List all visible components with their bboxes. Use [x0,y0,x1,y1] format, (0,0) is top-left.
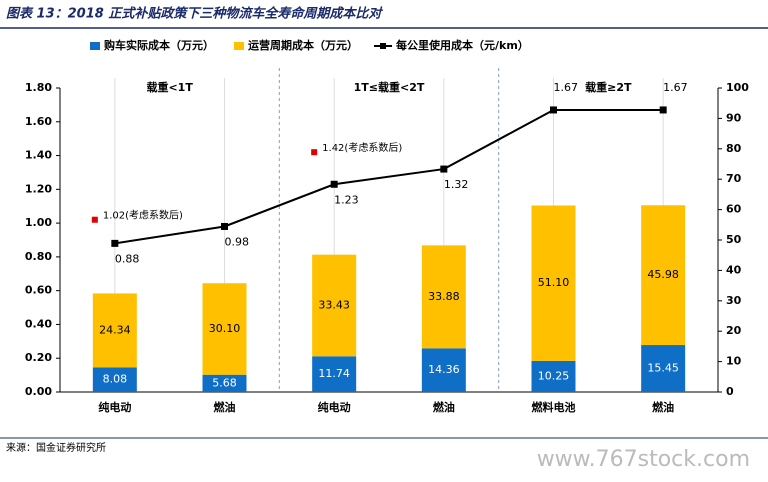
bar-value-label: 24.34 [99,323,131,336]
line-marker [330,180,338,188]
y-tick-label: 1.80 [25,81,52,94]
y2-tick-label: 70 [726,172,742,185]
group-label: 载重≥2T [585,80,632,94]
y2-tick-label: 30 [726,294,742,307]
y2-tick-label: 0 [726,385,734,398]
x-tick-label: 燃油 [213,400,236,414]
y-tick-label: 1.00 [25,216,52,229]
x-tick-label: 燃油 [651,400,674,414]
bar [312,254,357,357]
legend-label: 每公里使用成本（元/km） [396,38,529,52]
bar-value-label: 33.43 [318,298,350,311]
y2-tick-label: 50 [726,233,742,246]
line-value-label: 1.32 [444,178,469,191]
line-marker [550,106,557,114]
y2-tick-label: 100 [726,81,749,94]
watermark: www.767stock.com [537,447,750,472]
legend-swatch [234,42,244,50]
y2-tick-label: 10 [726,355,742,368]
y-tick-label: 1.40 [25,149,52,162]
x-tick-label: 燃料电池 [531,400,576,414]
bar [421,348,466,392]
bar-value-label: 8.08 [103,373,128,386]
y-tick-label: 0.40 [25,317,52,330]
y-tick-label: 1.20 [25,182,52,195]
bar-value-label: 51.10 [538,276,570,289]
y-tick-label: 0.60 [25,284,52,297]
legend-label: 运营周期成本（万元） [248,38,358,52]
y2-tick-label: 80 [726,142,742,155]
y-tick-label: 1.60 [25,115,52,128]
y-tick-label: 0.20 [25,351,52,364]
bar [531,360,576,392]
bar-value-label: 10.25 [538,369,570,382]
bar [421,245,466,349]
line-marker [659,106,667,114]
y2-tick-label: 90 [726,111,742,124]
line-marker [440,165,448,173]
bar [92,367,137,392]
y-tick-label: 0.00 [25,385,52,398]
adjusted-label: 1.02(考虑系数后) [103,209,183,222]
adjusted-marker [91,216,98,223]
bar-value-label: 45.98 [647,268,679,281]
bar-value-label: 14.36 [428,363,460,376]
adjusted-marker [311,149,318,156]
bar-value-label: 33.88 [428,290,460,303]
line-value-label: 0.98 [225,235,250,248]
bar-value-label: 5.68 [212,376,237,389]
y2-tick-label: 60 [726,203,742,216]
bar [531,205,576,361]
line-marker [221,222,228,230]
bar-value-label: 30.10 [209,322,241,335]
adjusted-label: 1.42(考虑系数后) [322,141,402,154]
source: 来源：国金证券研究所 [6,441,106,454]
bar [641,205,686,346]
legend-label: 购车实际成本（万元） [104,38,214,52]
x-tick-label: 纯电动 [318,400,351,414]
legend-marker [380,43,386,49]
bar [312,356,357,392]
line-value-label: 1.67 [663,81,688,94]
legend-swatch [90,42,100,50]
x-tick-label: 纯电动 [98,400,131,414]
y-tick-label: 0.80 [25,250,52,263]
group-label: 1T≤载重<2T [354,80,425,94]
y2-tick-label: 40 [726,263,742,276]
bar [92,293,137,368]
bar-value-label: 15.45 [647,362,679,375]
bar-value-label: 11.74 [318,367,350,380]
bar [202,283,247,375]
group-label: 载重<1T [146,80,193,94]
bar [202,374,247,392]
chart-title: 图表 13：2018 正式补贴政策下三种物流车全寿命周期成本比对 [6,6,383,22]
bar [641,345,686,392]
y2-tick-label: 20 [726,324,742,337]
line [114,108,664,245]
line-marker [111,239,119,247]
line-value-label: 1.67 [554,81,579,94]
line-value-label: 0.88 [115,252,140,265]
line-value-label: 1.23 [334,193,359,206]
x-tick-label: 燃油 [432,400,455,414]
